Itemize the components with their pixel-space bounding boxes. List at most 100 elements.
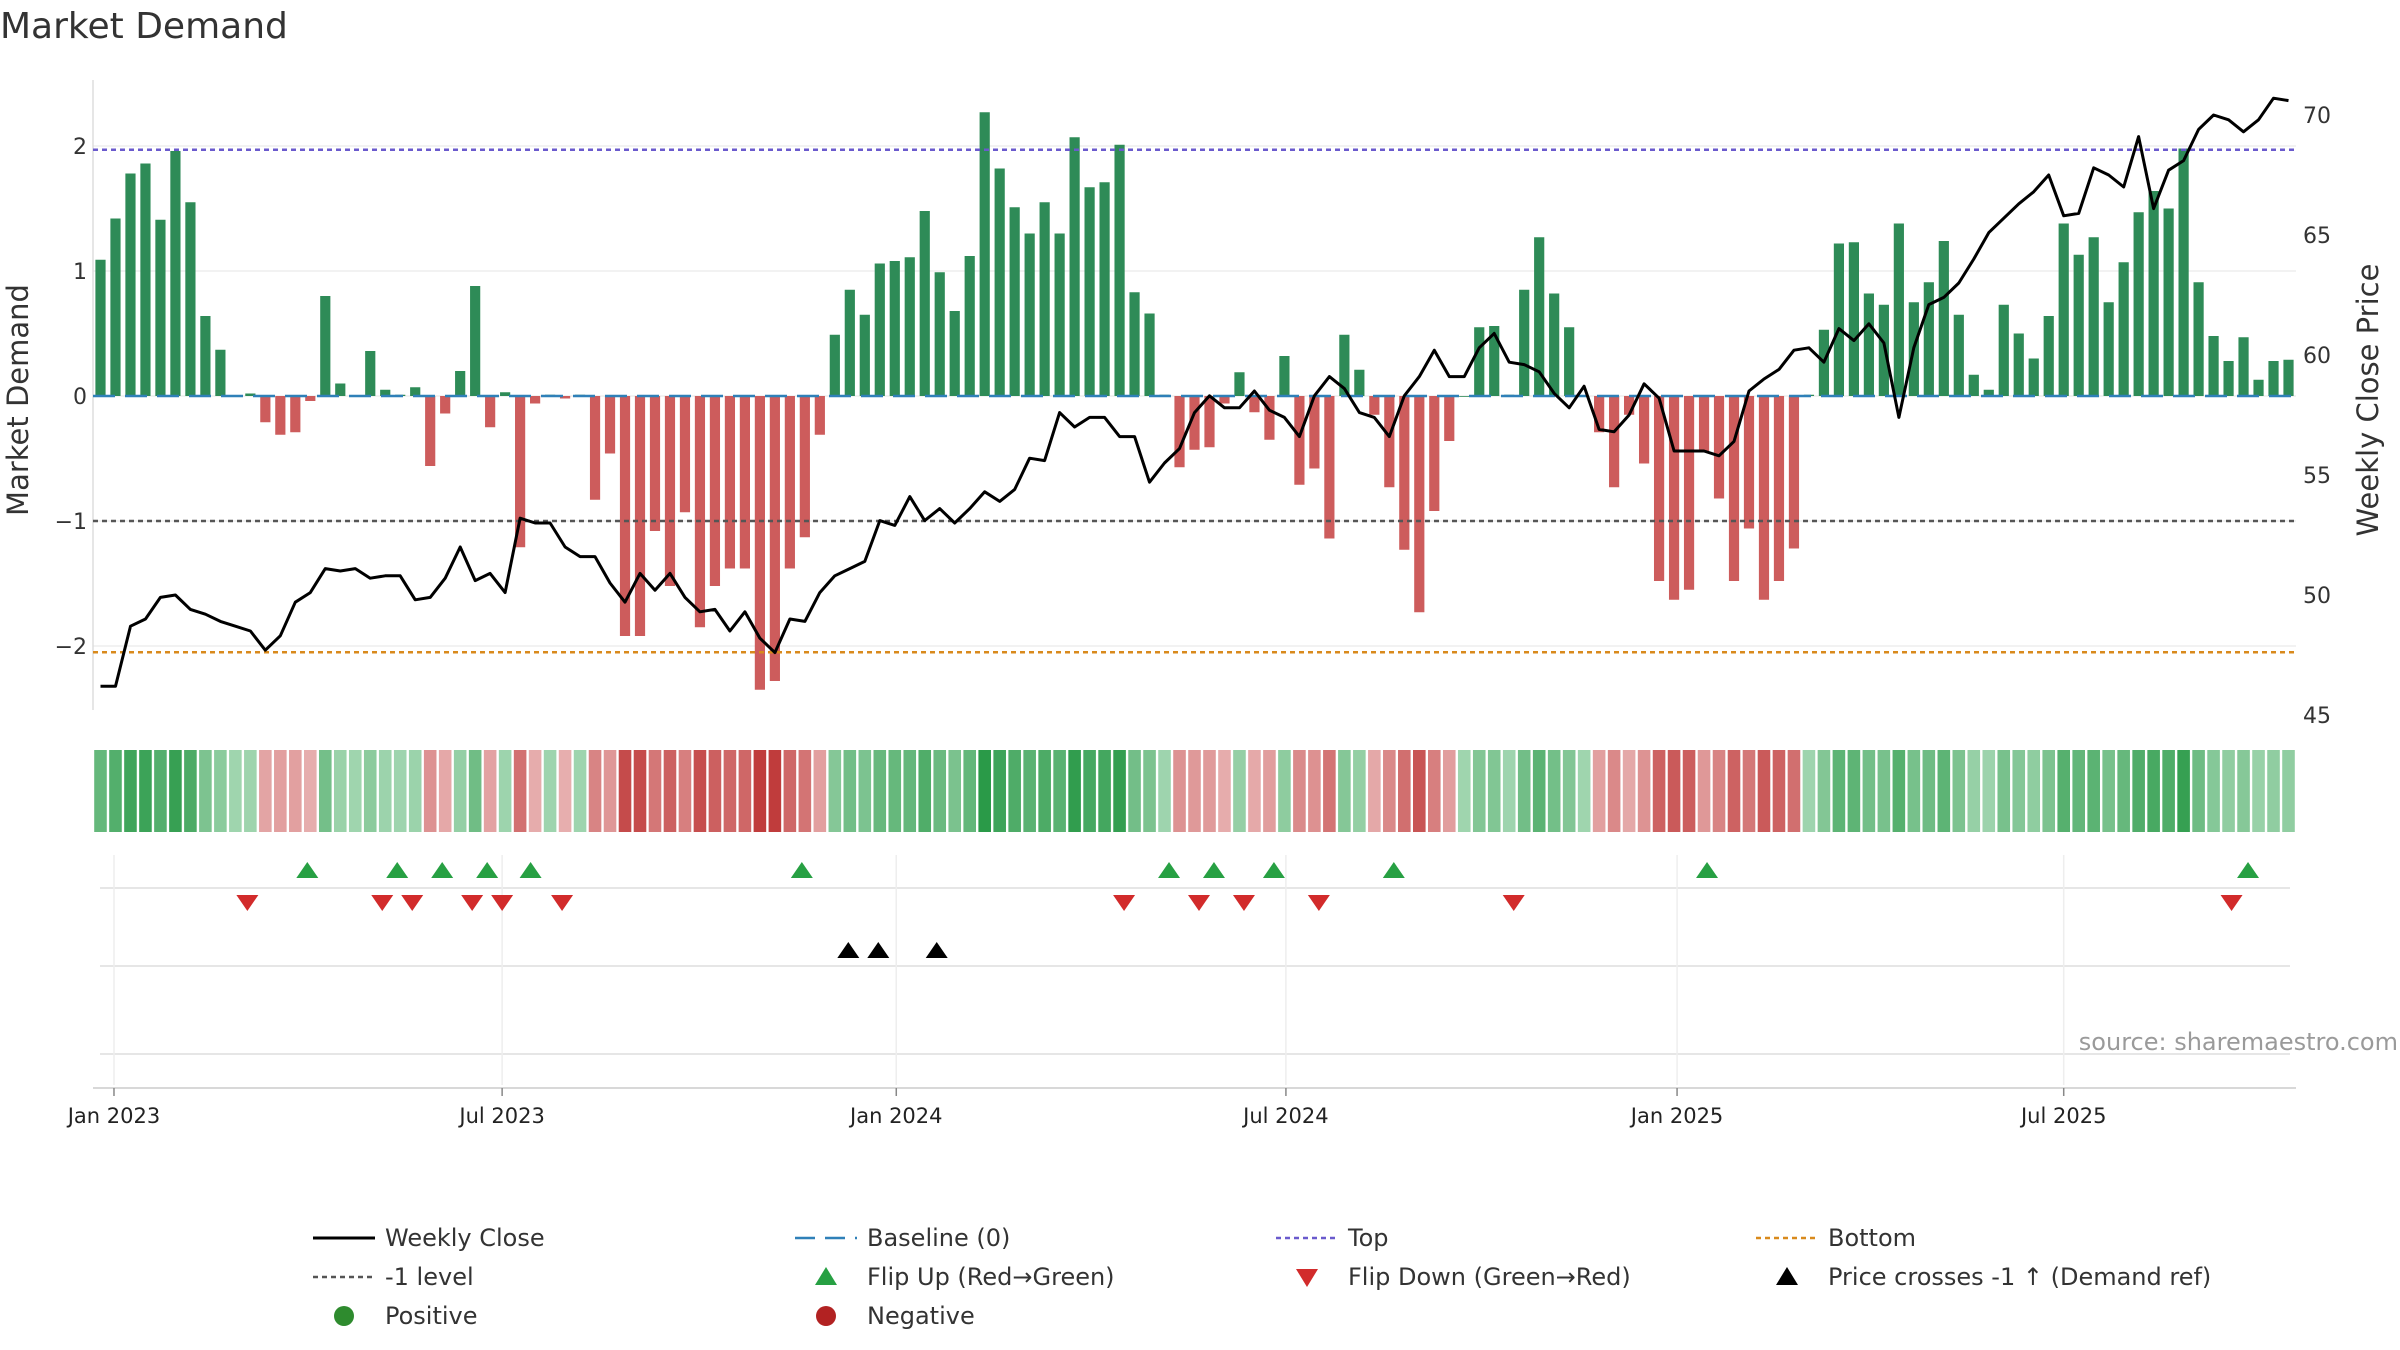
heat-cell (1233, 750, 1246, 832)
x-axis: Jan 2023 Jul 2023 Jan 2024 Jul 2024 Jan 2025… (66, 1087, 2296, 1128)
demand-bar (1339, 334, 1350, 396)
heat-cell (933, 750, 947, 832)
heat-cell (708, 750, 722, 832)
legend-label: -1 level (385, 1263, 474, 1291)
heat-cell (1398, 750, 1411, 832)
heat-cell (1038, 750, 1051, 832)
flip-up-marker (2237, 862, 2260, 878)
heat-cell (1098, 750, 1111, 832)
demand-bar (889, 261, 900, 396)
heat-cell (333, 750, 347, 832)
heat-cell (1083, 750, 1096, 832)
flip-up-marker (1202, 862, 1225, 878)
demand-bar (1294, 396, 1305, 485)
heat-cell (304, 750, 317, 832)
heat-cell (1368, 750, 1381, 832)
heat-cell (528, 750, 542, 832)
demand-bar (1624, 396, 1635, 415)
demand-bar (1459, 396, 1470, 397)
x-tick-label: Jul 2025 (2019, 1104, 2106, 1128)
heat-cell (1892, 750, 1906, 832)
demand-bar (2133, 212, 2144, 396)
y2-tick-label: 55 (2303, 464, 2331, 489)
heat-cell (603, 750, 617, 832)
demand-bar (664, 396, 676, 586)
heat-cell (1293, 750, 1306, 832)
heat-cell (1143, 750, 1156, 832)
legend-label: Baseline (0) (867, 1224, 1010, 1252)
demand-bar (155, 219, 166, 396)
demand-bar (1549, 293, 1560, 396)
demand-bar (634, 396, 646, 636)
flip-up-marker (519, 862, 542, 878)
heat-cell (1173, 750, 1186, 832)
demand-bar (455, 371, 466, 396)
demand-bar (200, 316, 211, 396)
legend-label: Flip Up (Red→Green) (867, 1263, 1115, 1291)
flip-down-marker (1502, 895, 1525, 911)
heat-cell (318, 750, 332, 832)
heat-cell (1158, 750, 1171, 832)
heat-cell (1323, 750, 1336, 832)
heat-cell (978, 750, 991, 832)
flip-down-marker (1113, 895, 1136, 911)
demand-bar (140, 163, 151, 396)
demand-bar (1638, 396, 1650, 464)
demand-bar (724, 396, 736, 569)
flip-up-marker (790, 862, 813, 878)
demand-bar (2208, 336, 2219, 396)
demand-bar (1519, 289, 1530, 396)
heat-cell (1218, 750, 1231, 832)
heat-cell (573, 750, 587, 832)
flip-down-marker (236, 895, 259, 911)
demand-bar (1938, 241, 1949, 396)
demand-bar (1054, 233, 1065, 396)
demand-bar (2178, 148, 2189, 396)
demand-bar (619, 396, 631, 636)
heat-cell (843, 750, 857, 832)
heat-cell (289, 750, 302, 832)
demand-bar (1848, 242, 1859, 396)
demand-bar (1683, 396, 1695, 590)
demand-bar (979, 112, 990, 396)
heat-cell (438, 750, 452, 832)
heat-cell (1353, 750, 1366, 832)
demand-bar (1279, 356, 1290, 396)
demand-bar (1354, 369, 1365, 396)
demand-bar (2043, 316, 2054, 396)
heat-cell (1278, 750, 1291, 832)
demand-bar (2238, 337, 2249, 396)
heat-cell (648, 750, 662, 832)
heat-cell (1383, 750, 1396, 832)
demand-bar (1713, 396, 1725, 499)
x-tick-label: Jan 2023 (66, 1104, 161, 1128)
heat-cell (1457, 750, 1471, 832)
legend-swatch-cross-up (1776, 1267, 1798, 1285)
demand-bar (2223, 361, 2234, 396)
demand-bar (1923, 282, 1934, 396)
legend-label: Weekly Close (385, 1224, 545, 1252)
heat-cell (1922, 750, 1936, 832)
flip-down-marker (551, 895, 574, 911)
legend: Weekly Close Baseline (0) Top Bottom -1 leve… (313, 1224, 2211, 1330)
demand-bar (1069, 137, 1080, 396)
demand-bar (335, 383, 346, 396)
demand-bar (2283, 359, 2294, 396)
heat-cell (2252, 750, 2265, 832)
heat-cell (1952, 750, 1966, 832)
demand-bar (530, 396, 541, 404)
heat-cell (1532, 750, 1546, 832)
heat-cell (1757, 750, 1771, 832)
heat-cell (1517, 750, 1531, 832)
heat-cell (1023, 750, 1036, 832)
demand-bar (425, 396, 436, 466)
heat-cell (1188, 750, 1201, 832)
demand-bar (1489, 326, 1500, 396)
heat-cell (1592, 750, 1606, 832)
demand-bar (994, 168, 1005, 396)
y-tick-label: 1 (73, 260, 87, 285)
demand-bar (2268, 361, 2279, 396)
demand-bar (2103, 302, 2114, 396)
flip-up-marker (1262, 862, 1285, 878)
legend-label: Bottom (1828, 1224, 1916, 1252)
